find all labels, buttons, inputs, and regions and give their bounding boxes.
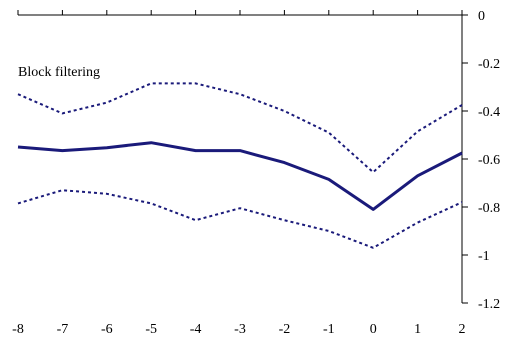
series-line-band-1 — [17, 82, 463, 174]
y-tick-label: -0.8 — [478, 201, 500, 216]
series-line-band-2 — [17, 189, 463, 249]
x-tick-label: -2 — [279, 322, 291, 337]
x-tick-label: 0 — [370, 322, 377, 337]
x-ticks: -8 -7 -6 -5 -4 -3 -2 -1 0 1 2 — [12, 10, 466, 337]
x-tick-label: -5 — [145, 322, 157, 337]
x-tick-label: -8 — [12, 322, 24, 337]
y-tick-label: -0.4 — [478, 105, 500, 120]
x-tick-label: -7 — [57, 322, 69, 337]
y-tick-label: -0.2 — [478, 57, 500, 72]
plot-area: -8 -7 -6 -5 -4 -3 -2 -1 0 1 2 0-0.2-0.4-0.6-0.8-1-… — [12, 9, 500, 337]
y-tick-label: -0.6 — [478, 153, 500, 168]
x-tick-label: -4 — [190, 322, 202, 337]
x-tick-label: 2 — [459, 322, 466, 337]
x-tick-label: 1 — [414, 322, 421, 337]
chart-title: Block filtering — [18, 65, 100, 80]
y-ticks: 0 -0.2 -0.4 -0.6 -0.8 -1 -1.2 — [462, 9, 500, 312]
y-tick-label: 0 — [478, 9, 485, 24]
series-line-estimate — [17, 141, 463, 211]
x-tick-label: -3 — [234, 322, 246, 337]
y-tick-label: -1.2 — [478, 297, 500, 312]
y-tick-label: -1 — [478, 249, 490, 264]
series-group — [17, 82, 463, 249]
x-tick-label: -1 — [323, 322, 335, 337]
x-tick-label: -6 — [101, 322, 113, 337]
